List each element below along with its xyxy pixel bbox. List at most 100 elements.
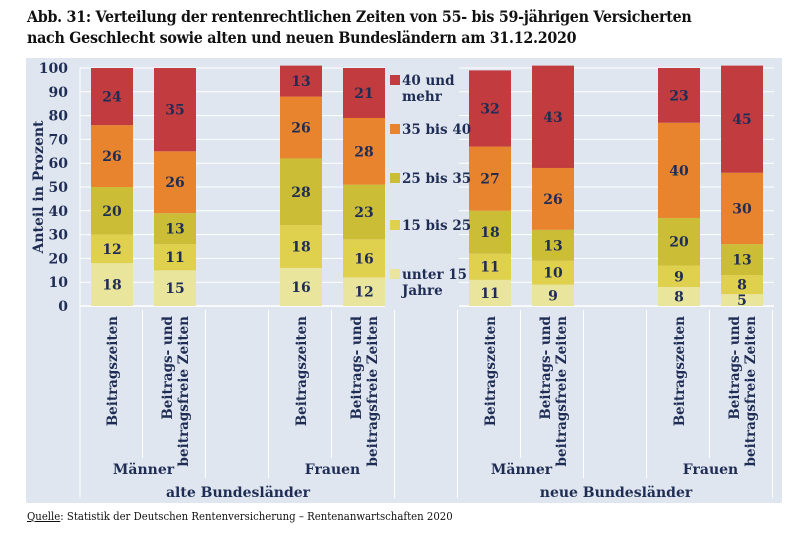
- bar-segment: [658, 286, 700, 306]
- legend-label: mehr: [402, 89, 443, 105]
- data-label: 23: [669, 88, 688, 104]
- y-tick-label: 60: [49, 156, 69, 172]
- bar-segment: [91, 68, 133, 126]
- legend-swatch: [390, 220, 400, 230]
- source-text: : Statistik der Deutschen Rentenversiche…: [60, 510, 453, 523]
- legend-label: 35 bis 40: [402, 122, 471, 138]
- y-tick-label: 30: [49, 228, 69, 244]
- category-label: Beitragszeiten: [483, 316, 499, 426]
- data-label: 5: [737, 293, 747, 309]
- category-label: Beitragszeiten: [294, 316, 310, 426]
- y-tick-label: 90: [49, 85, 69, 101]
- bar-segment: [469, 210, 511, 254]
- bar-segment: [658, 122, 700, 218]
- y-tick-label: 10: [49, 275, 69, 291]
- bar-segment: [532, 229, 574, 261]
- group-label-region: neue Bundesländer: [540, 485, 693, 501]
- title-line-2: nach Geschlecht sowie alten und neuen Bu…: [27, 28, 577, 47]
- bar-segment: [154, 68, 196, 152]
- data-label: 12: [354, 285, 373, 301]
- data-label: 20: [102, 204, 122, 220]
- title-line-1: Abb. 31: Verteilung der rentenrechtliche…: [27, 7, 692, 26]
- group-label-sex: Frauen: [683, 462, 738, 478]
- category-label: Beitrags- und: [349, 315, 365, 419]
- bar-segment: [154, 151, 196, 214]
- data-label: 11: [480, 286, 499, 302]
- legend-swatch: [390, 124, 400, 134]
- bar-segment: [721, 172, 763, 245]
- legend-swatch: [390, 75, 400, 85]
- data-label: 32: [480, 101, 499, 117]
- bar-segment: [532, 284, 574, 306]
- bar-segment: [280, 96, 322, 159]
- bar-segment: [469, 279, 511, 306]
- category-label: Beitrags- und: [160, 315, 176, 419]
- y-tick-label: 100: [39, 61, 68, 77]
- legend-label: 25 bis 35: [402, 171, 471, 187]
- chart-title: Abb. 31: Verteilung der rentenrechtliche…: [27, 6, 692, 48]
- data-label: 30: [732, 201, 752, 217]
- source-label: Quelle: [27, 510, 61, 523]
- bar-segment: [91, 187, 133, 235]
- data-label: 16: [291, 280, 310, 296]
- y-tick-label: 20: [49, 251, 69, 267]
- data-label: 45: [732, 112, 751, 128]
- data-label: 21: [354, 86, 373, 102]
- bar-segment: [721, 294, 763, 306]
- category-label: beitragsfreie Zeiten: [176, 316, 192, 467]
- data-label: 8: [674, 289, 684, 305]
- data-label: 9: [548, 288, 558, 304]
- data-label: 12: [102, 242, 121, 258]
- data-label: 9: [674, 269, 684, 285]
- legend-swatch: [390, 173, 400, 183]
- bar-segment: [343, 68, 385, 118]
- category-label: Beitragszeiten: [105, 316, 121, 426]
- data-label: 27: [480, 172, 499, 188]
- bar-segment: [469, 70, 511, 147]
- group-label-sex: Frauen: [305, 462, 360, 478]
- data-label: 40: [669, 163, 689, 179]
- data-label: 11: [480, 260, 499, 276]
- bar-segment: [154, 213, 196, 245]
- bar-segment: [91, 263, 133, 306]
- data-label: 35: [165, 103, 184, 119]
- bar-segment: [532, 167, 574, 230]
- bar-segment: [532, 260, 574, 285]
- group-label-region: alte Bundesländer: [166, 485, 311, 501]
- data-label: 28: [291, 185, 310, 201]
- data-label: 43: [543, 110, 562, 126]
- bar-segment: [658, 68, 700, 123]
- y-tick-label: 0: [58, 299, 68, 315]
- y-tick-label: 80: [49, 109, 69, 125]
- data-label: 26: [165, 175, 184, 191]
- y-tick-label: 50: [49, 180, 69, 196]
- bar-segment: [343, 239, 385, 278]
- bar-segment: [469, 146, 511, 211]
- bar-segment: [91, 125, 133, 187]
- data-label: 11: [165, 250, 184, 266]
- bar-segment: [658, 265, 700, 287]
- bar-segment: [280, 225, 322, 268]
- category-label: Beitrags- und: [538, 315, 554, 419]
- y-tick-label: 40: [49, 204, 69, 220]
- chart-panel: [26, 58, 782, 503]
- data-label: 24: [102, 90, 122, 106]
- data-label: 20: [669, 235, 689, 251]
- bar-segment: [721, 244, 763, 276]
- bar-segment: [721, 275, 763, 295]
- bar-segment: [154, 270, 196, 306]
- bar-segment: [469, 253, 511, 280]
- legend-label: 40 und: [402, 73, 455, 89]
- data-label: 28: [354, 144, 373, 160]
- group-label-sex: Männer: [113, 462, 175, 478]
- data-label: 23: [354, 205, 373, 221]
- data-label: 18: [291, 240, 310, 256]
- bar-segment: [280, 65, 322, 97]
- legend-label: Jahre: [401, 283, 443, 299]
- bar-segment: [280, 267, 322, 306]
- bar-segment: [154, 244, 196, 271]
- bar-segment: [532, 65, 574, 168]
- data-label: 26: [102, 149, 121, 165]
- data-label: 10: [543, 266, 563, 282]
- bar-segment: [343, 277, 385, 306]
